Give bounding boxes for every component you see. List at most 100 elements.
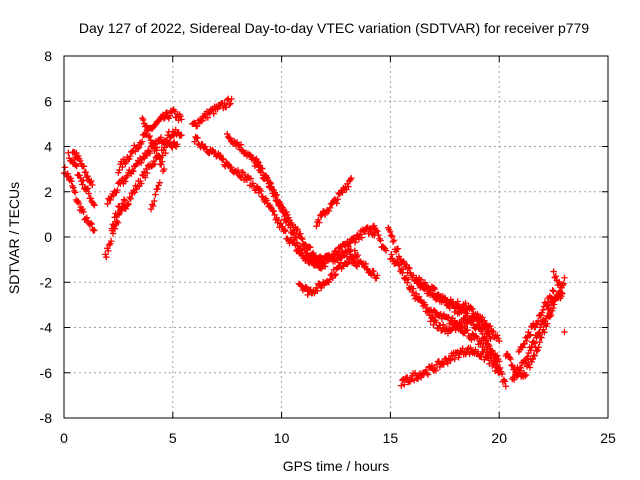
data-point <box>399 269 406 277</box>
data-point <box>109 230 117 237</box>
data-point <box>373 275 380 282</box>
data-point <box>427 318 434 325</box>
data-point <box>173 141 181 148</box>
data-point <box>140 116 147 124</box>
data-series-arc-8 <box>108 196 129 232</box>
data-point <box>279 208 286 215</box>
data-point <box>280 209 287 216</box>
data-series-arc-19 <box>387 251 503 365</box>
data-point <box>87 195 94 202</box>
y-tick-label: 2 <box>44 184 52 200</box>
data-point <box>421 301 429 308</box>
data-point <box>259 165 266 172</box>
data-point <box>523 337 530 345</box>
data-point <box>224 96 231 104</box>
data-point <box>151 197 158 205</box>
data-point <box>546 309 554 316</box>
data-series-arc-9 <box>147 179 163 213</box>
data-point <box>409 285 417 292</box>
data-point <box>217 151 224 159</box>
data-point <box>160 165 168 173</box>
data-point <box>332 271 339 278</box>
data-point <box>84 172 91 180</box>
data-point <box>105 247 112 255</box>
data-point <box>422 366 430 374</box>
data-point <box>425 286 433 293</box>
data-point <box>102 251 109 258</box>
data-point <box>347 251 354 258</box>
data-point <box>80 177 87 184</box>
data-point <box>515 370 523 377</box>
data-series-arc-26 <box>550 268 566 297</box>
data-point <box>129 167 136 174</box>
data-point <box>555 278 563 286</box>
data-series-arc-21 <box>426 312 494 343</box>
data-point <box>536 329 543 336</box>
data-point <box>124 172 131 179</box>
data-point <box>468 336 475 343</box>
data-point <box>110 192 117 199</box>
data-point <box>104 200 111 208</box>
data-point <box>299 235 306 243</box>
data-point <box>293 239 301 246</box>
data-point <box>287 224 294 231</box>
data-point <box>142 122 150 129</box>
data-series-arc-2 <box>65 149 98 209</box>
data-point <box>228 95 235 103</box>
data-point <box>297 230 304 237</box>
data-point <box>152 191 159 198</box>
data-point <box>76 157 84 165</box>
data-point <box>220 155 227 163</box>
data-point <box>464 320 471 327</box>
x-tick-label: 20 <box>491 430 507 446</box>
data-point <box>370 267 377 275</box>
data-point <box>342 242 349 249</box>
data-point <box>430 284 438 291</box>
data-point <box>331 272 338 279</box>
data-point <box>433 319 440 326</box>
data-point <box>138 138 146 145</box>
data-point <box>445 314 452 321</box>
data-point <box>114 186 121 194</box>
data-point <box>531 352 538 359</box>
data-point <box>528 358 536 366</box>
data-point <box>325 207 333 215</box>
data-point <box>490 328 497 335</box>
data-point <box>125 200 132 208</box>
data-point <box>528 343 535 351</box>
data-point <box>482 340 489 348</box>
data-point <box>545 299 552 306</box>
data-point <box>116 166 123 174</box>
data-point <box>394 256 401 264</box>
data-point <box>545 305 553 313</box>
data-point <box>561 274 568 281</box>
data-point <box>387 232 395 239</box>
data-point <box>446 357 453 364</box>
data-point <box>89 181 96 189</box>
data-point <box>451 355 458 363</box>
data-point <box>292 234 300 241</box>
data-point <box>307 244 314 251</box>
data-point <box>440 361 448 368</box>
data-point <box>274 197 281 204</box>
data-point <box>122 178 129 185</box>
data-point <box>502 383 509 390</box>
data-point <box>401 381 408 388</box>
data-point <box>163 137 171 144</box>
data-point <box>480 349 487 356</box>
data-point <box>254 158 261 165</box>
data-point <box>302 283 309 291</box>
data-point <box>520 341 527 348</box>
data-point <box>241 171 249 179</box>
data-point <box>464 327 471 334</box>
data-point <box>118 200 126 207</box>
data-point <box>321 263 329 270</box>
data-point <box>236 173 244 180</box>
data-series-arc-25 <box>515 287 557 355</box>
data-point <box>486 342 493 350</box>
data-point <box>107 237 115 245</box>
data-point <box>277 220 284 227</box>
data-series-arc-20 <box>413 277 503 345</box>
data-point <box>156 152 163 160</box>
data-point <box>539 306 547 314</box>
